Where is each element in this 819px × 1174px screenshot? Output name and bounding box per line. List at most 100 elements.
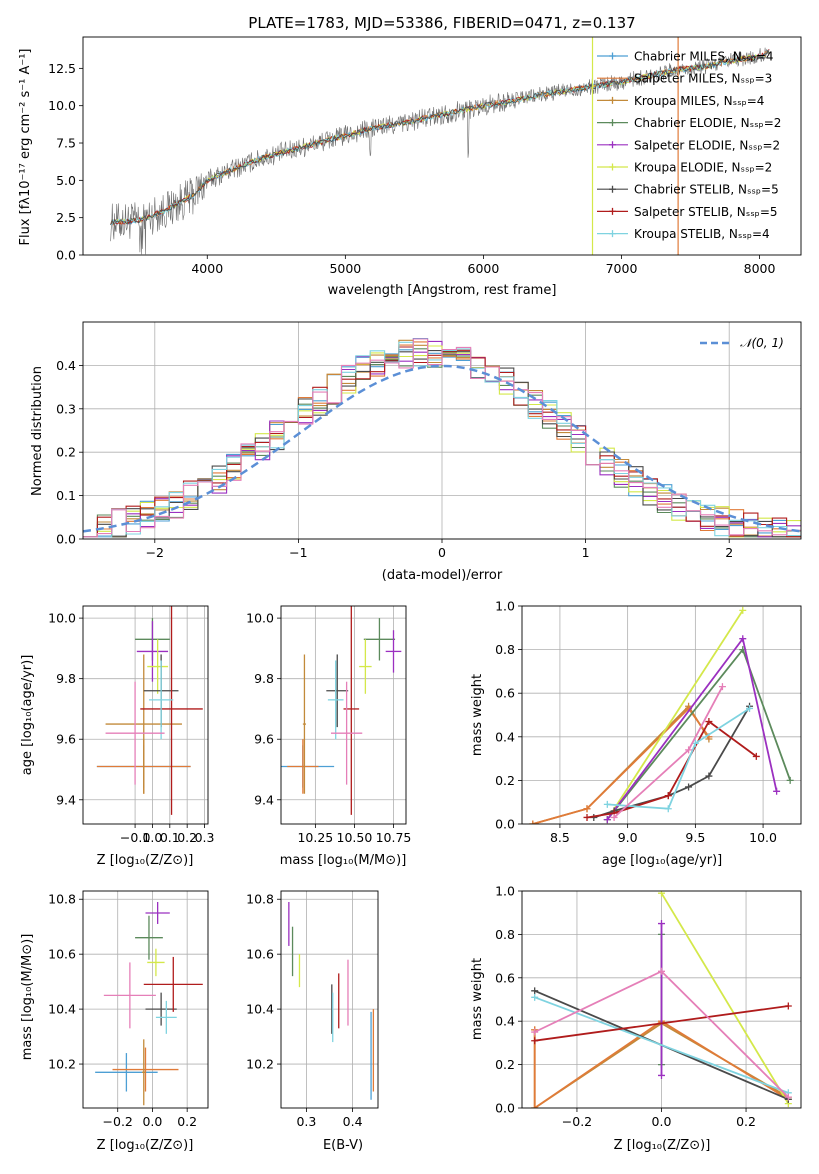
mass-weight-line	[533, 1020, 789, 1108]
y-tick-label: 0.0	[56, 532, 76, 547]
legend-label: Salpeter ELODIE, Nₛₛₚ=2	[634, 138, 780, 152]
x-tick-label: 0.3	[195, 830, 215, 845]
mass-weight-line	[606, 636, 778, 821]
data-point-marker	[531, 993, 539, 1001]
x-tick-label: 0.0	[652, 1114, 672, 1129]
y-tick-label: 9.8	[56, 671, 76, 686]
grid-layer	[281, 891, 378, 1108]
y-tick-label: 0.6	[495, 970, 515, 985]
plot-marks	[531, 891, 792, 1108]
data-point-marker	[739, 606, 747, 614]
x-tick-label: 8.5	[550, 830, 570, 845]
y-tick-label: 9.6	[254, 732, 274, 747]
data-point-marker	[531, 1037, 539, 1045]
x-tick-label: 9.0	[618, 830, 638, 845]
data-point-marker	[664, 805, 672, 813]
residual-histogram	[83, 338, 801, 538]
residual-histogram	[83, 340, 801, 538]
residuals-legend: 𝒩(0, 1)	[700, 336, 784, 350]
axes-frame	[82, 321, 802, 540]
x-tick-label: 0.4	[343, 1114, 363, 1129]
y-tick-label: 0.0	[495, 817, 515, 832]
x-tick-label: −0.1	[120, 830, 150, 845]
plot-marks	[96, 606, 203, 815]
mass-vs-metallicity-data	[83, 891, 208, 1108]
plot-marks	[288, 901, 375, 1100]
data-point-marker	[658, 891, 665, 897]
x-tick-label: 7000	[606, 261, 638, 276]
spectrum-data-layer	[110, 37, 770, 255]
y-tick-label: 2.5	[56, 210, 76, 225]
mass-vs-metallicity-axes: −0.2 0.0 0.2 10.2 10.4 10.6 10.8	[48, 890, 209, 1129]
mass-weight-line	[593, 705, 751, 819]
legend-marker	[609, 52, 616, 60]
y-tick-label: 0.4	[56, 358, 76, 373]
y-tick-label: 7.5	[56, 136, 76, 151]
x-tick-label: −0.2	[562, 1114, 592, 1129]
residuals-panel: −2 −1 0 1 2 0.0 0.1 0.2 0.3 0.4 𝒩(0, 1) (data-mod…	[30, 321, 802, 583]
x-tick-label: 0.1	[160, 830, 180, 845]
x-tick-label: 0.0	[142, 830, 162, 845]
x-tick-label: 4000	[191, 261, 223, 276]
plot-marks	[110, 37, 770, 255]
data-point-marker	[658, 920, 665, 928]
y-tick-label: 0.0	[495, 1101, 515, 1116]
y-tick-label: 1.0	[495, 884, 515, 899]
mass-vs-ebv-xlabel: E(B-V)	[323, 1138, 363, 1153]
data-point-marker	[529, 820, 537, 824]
x-tick-label: 8000	[744, 261, 776, 276]
age-vs-mass-data	[281, 606, 406, 824]
spectrum-axes: 4000 5000 6000 7000 8000 0.0 2.5 5.0 7.5 10.0 12.5	[48, 36, 802, 276]
massweight-vs-metallicity-panel: −0.2 0.0 0.2 0.0 0.2 0.4 0.6 0.8 1.0 Z [log₁₀(Z/…	[470, 884, 802, 1153]
data-point-marker	[658, 967, 665, 975]
y-tick-label: 0.6	[495, 686, 515, 701]
mass-weight-line	[607, 707, 750, 810]
spectrum-ylabel: Flux [fλ10⁻¹⁷ erg cm⁻² s⁻¹ A⁻¹]	[18, 49, 33, 246]
x-tick-label: 0	[438, 545, 446, 560]
y-tick-label: 0.0	[56, 248, 76, 263]
x-tick-label: 0.2	[177, 1114, 197, 1129]
spectrum-panel: PLATE=1783, MJD=53386, FIBERID=0471, z=0…	[18, 14, 802, 298]
y-tick-label: 0.2	[56, 445, 76, 460]
data-point-marker	[603, 816, 611, 824]
data-point-marker	[531, 1104, 539, 1108]
data-point-marker	[610, 813, 618, 821]
legend-label: Chabrier ELODIE, Nₛₛₚ=2	[634, 116, 781, 130]
residuals-ylabel: Normed distribution	[30, 366, 45, 496]
y-tick-label: 9.4	[254, 792, 274, 807]
mass-weight-line	[606, 609, 744, 821]
axes-frame	[280, 890, 379, 1109]
x-tick-label: 2	[725, 545, 733, 560]
data-point-marker	[705, 772, 713, 780]
data-point-marker	[685, 783, 693, 791]
y-tick-label: 10.6	[48, 947, 76, 962]
axes-frame	[521, 890, 802, 1109]
x-tick-label: 0.3	[296, 1114, 316, 1129]
plot-marks	[529, 606, 794, 824]
y-tick-label: 1.0	[495, 599, 515, 614]
residuals-data-layer	[83, 322, 801, 540]
mass-vs-ebv-data	[281, 891, 378, 1108]
y-tick-label: 9.4	[56, 792, 76, 807]
legend-marker	[609, 185, 616, 193]
x-tick-label: 1	[582, 545, 590, 560]
mass-vs-metallicity-ylabel: mass [log₁₀(M/M⊙)]	[20, 934, 35, 1061]
massweight-vs-age-data	[522, 605, 801, 825]
y-tick-label: 0.8	[495, 642, 515, 657]
data-point-marker	[784, 1002, 792, 1010]
y-tick-label: 12.5	[48, 61, 76, 76]
y-tick-label: 0.8	[495, 927, 515, 942]
axes-frame	[82, 36, 802, 256]
data-point-marker	[739, 635, 747, 643]
data-point-marker	[784, 1093, 792, 1101]
x-tick-label: 10.50	[337, 830, 373, 845]
legend-label: Kroupa MILES, Nₛₛₚ=4	[634, 94, 764, 108]
legend-marker	[609, 230, 616, 238]
x-tick-label: 5000	[329, 261, 361, 276]
y-tick-label: 0.3	[56, 401, 76, 416]
gaussian-legend-label: 𝒩(0, 1)	[740, 336, 784, 350]
data-point-marker	[685, 746, 693, 754]
grid-layer	[83, 891, 208, 1108]
age-vs-metallicity-xlabel: Z [log₁₀(Z/Z⊙)]	[97, 853, 194, 868]
